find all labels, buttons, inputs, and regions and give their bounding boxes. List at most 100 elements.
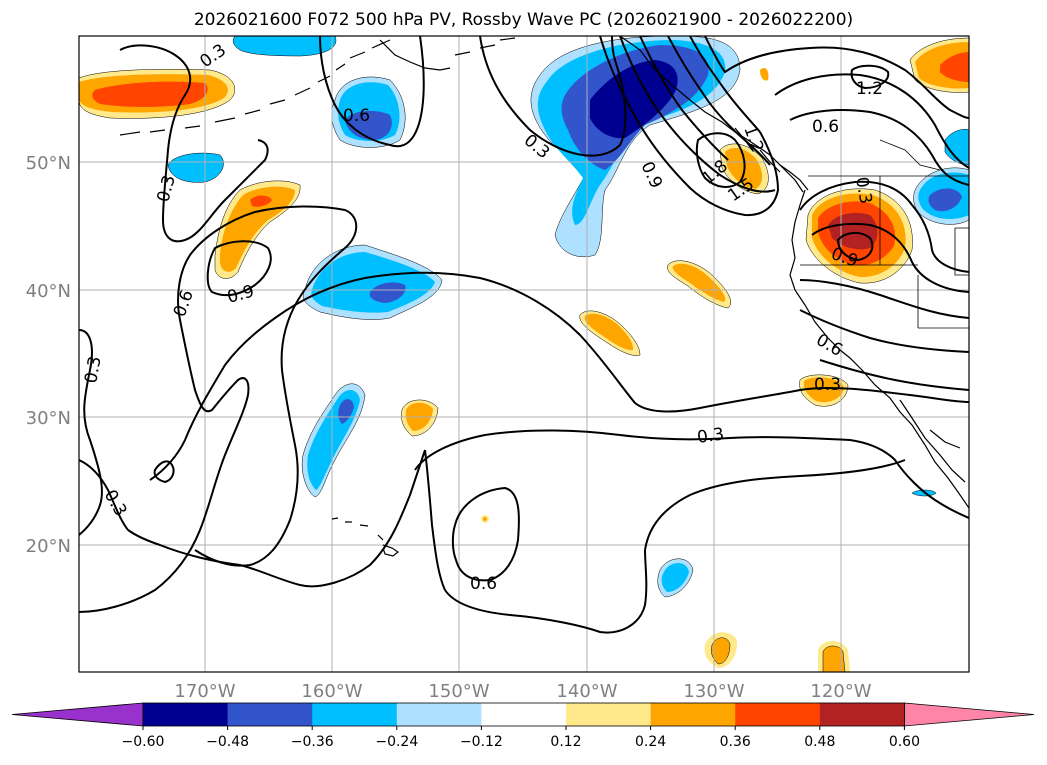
contour-0.6-left-wave xyxy=(79,205,358,613)
contour-0.6-bottom-loop xyxy=(451,486,520,582)
contour-east-1.2 xyxy=(704,36,969,119)
lon-tick-label: 120°W xyxy=(810,681,871,702)
colorbar-tick-label: −0.48 xyxy=(206,734,249,750)
fill-warm-131w-40n-mid xyxy=(672,263,726,302)
fill-warm-121w-32n-mid xyxy=(803,377,844,403)
contour-east-0.9-b xyxy=(799,180,969,273)
coast-pacific-nw xyxy=(789,189,969,509)
fill-warm-178w-56n-core xyxy=(92,81,208,107)
lat-tick-labels: 50°N 40°N 30°N 20°N xyxy=(26,153,71,557)
colorbar-cell xyxy=(481,703,567,726)
contour-0.3-middle-trough xyxy=(127,449,426,588)
graticule xyxy=(79,36,969,672)
contour-0.3-bottom-east xyxy=(414,429,969,519)
contour-east-0.9-c xyxy=(811,222,969,293)
lon-tick-label: 170°W xyxy=(174,681,235,702)
negative-anomaly-fills xyxy=(167,36,969,598)
coast-baja xyxy=(899,399,966,483)
lat-tick-label: 30°N xyxy=(26,408,71,429)
plot-frame xyxy=(78,35,970,673)
colorbar-cells xyxy=(11,702,1035,727)
lon-tick-label: 130°W xyxy=(683,681,744,702)
contour-ridge-0.9-b xyxy=(619,36,776,193)
coast-hawaii xyxy=(331,517,400,557)
fill-warm-dot-148w-22n-core xyxy=(483,517,487,521)
border-state-lines xyxy=(800,176,969,276)
fill-blob-160w-40n-mid xyxy=(311,252,435,313)
contour-east-0.6-c xyxy=(799,309,969,353)
contour-east-0.6-b xyxy=(799,279,969,319)
contour-ridge-0.9-a xyxy=(599,36,780,217)
colorbar-cell xyxy=(396,703,482,726)
fill-blob-115w-46n-core xyxy=(928,188,962,212)
colorbar-frame xyxy=(142,702,905,727)
fill-warm-165w-45n-core xyxy=(250,195,272,207)
contour-east-0.3 xyxy=(819,359,969,391)
fill-blob-158w-55n-core xyxy=(345,110,392,140)
contour-label: 0.3 xyxy=(696,424,726,448)
contour-label: 0.3 xyxy=(851,175,875,205)
colorbar-tick-label: 0.36 xyxy=(720,734,751,750)
contour-label: 0.6 xyxy=(343,106,370,126)
contour-0.6-ridge-outer xyxy=(319,36,425,148)
lon-tick-labels: 170°W 160°W 150°W 140°W 130°W 120°W xyxy=(174,681,871,702)
fill-warm-tiny-127w-57n xyxy=(760,68,769,81)
contour-label: 0.3 xyxy=(814,375,841,395)
contour-0.3-mid-left xyxy=(79,459,129,531)
contour-0.3-loop-172w-48n xyxy=(119,44,269,243)
fill-warm-130w-12n-mid xyxy=(711,637,731,665)
border-inland xyxy=(879,139,941,171)
lon-tick-label: 160°W xyxy=(301,681,362,702)
colorbar-cell xyxy=(735,703,821,726)
fill-warm-138w-36n-mid xyxy=(584,313,634,351)
fill-warm-116w-57n-core xyxy=(940,52,969,82)
contour-east-0.6 xyxy=(789,109,969,186)
lat-tick-label: 40°N xyxy=(26,281,71,302)
map-title: 2026021600 F072 500 hPa PV, Rossby Wave … xyxy=(193,10,854,30)
contour-label: 1.2 xyxy=(856,79,883,99)
plot-area xyxy=(79,36,969,672)
contour-label: 0.3 xyxy=(81,355,105,385)
colorbar-cell xyxy=(819,703,905,726)
colorbar-tick-label: −0.24 xyxy=(375,734,418,750)
colorbar-tick-label: −0.36 xyxy=(291,734,334,750)
contour-0.9-small-loop xyxy=(206,240,272,297)
fill-blob-133w-17n-mid xyxy=(661,563,689,592)
contour-ridge-1.2-b xyxy=(667,36,771,166)
colorbar-cell xyxy=(143,703,229,726)
colorbar: −0.60 −0.48 −0.36 −0.24 −0.12 0.12 0.24 0.36 0.4… xyxy=(11,702,1035,750)
fill-gulf-alaska-core xyxy=(590,60,678,139)
borders xyxy=(800,139,969,329)
lat-tick-label: 20°N xyxy=(26,536,71,557)
lon-tick-label: 140°W xyxy=(556,681,617,702)
contour-small-loop-119w-43n xyxy=(836,232,874,262)
lat-tick-label: 50°N xyxy=(26,153,71,174)
contour-ridge-1.2-a xyxy=(639,36,729,161)
colorbar-tick-label: 0.48 xyxy=(804,734,835,750)
contour-0.3-left xyxy=(79,329,103,536)
colorbar-tick-label: 0.60 xyxy=(889,734,920,750)
contour-0.6-main-arc xyxy=(149,271,969,481)
fill-blob-171w-49n xyxy=(167,152,224,183)
lon-tick-label: 150°W xyxy=(428,681,489,702)
contour-0.3-gulf xyxy=(479,36,627,157)
colorbar-extend-high xyxy=(904,702,1035,727)
fill-blob-right-52n xyxy=(944,129,969,166)
colorbar-tick-labels: −0.60 −0.48 −0.36 −0.24 −0.12 0.12 0.24 0.36 0.4… xyxy=(122,726,920,750)
contour-ridge-1.5 xyxy=(689,36,761,133)
border-us-mexico xyxy=(917,275,969,329)
contour-ridge-1.8-loop xyxy=(695,132,746,188)
colorbar-cell xyxy=(650,703,736,726)
coast-alaska xyxy=(379,36,809,191)
contour-east-0.9-a xyxy=(774,73,969,169)
fill-blob-160w-28n-core xyxy=(338,399,354,424)
colorbar-tick-label: 0.24 xyxy=(635,734,666,750)
fill-warm-121w-10n-mid xyxy=(822,645,846,672)
colorbar-cell xyxy=(227,703,313,726)
colorbar-cell xyxy=(312,703,398,726)
colorbar-tick-label: −0.12 xyxy=(460,734,503,750)
contour-small-loop-117w-57n xyxy=(850,64,890,90)
colorbar-tick-label: −0.60 xyxy=(122,734,165,750)
colorbar-tick-label: 0.12 xyxy=(550,734,581,750)
